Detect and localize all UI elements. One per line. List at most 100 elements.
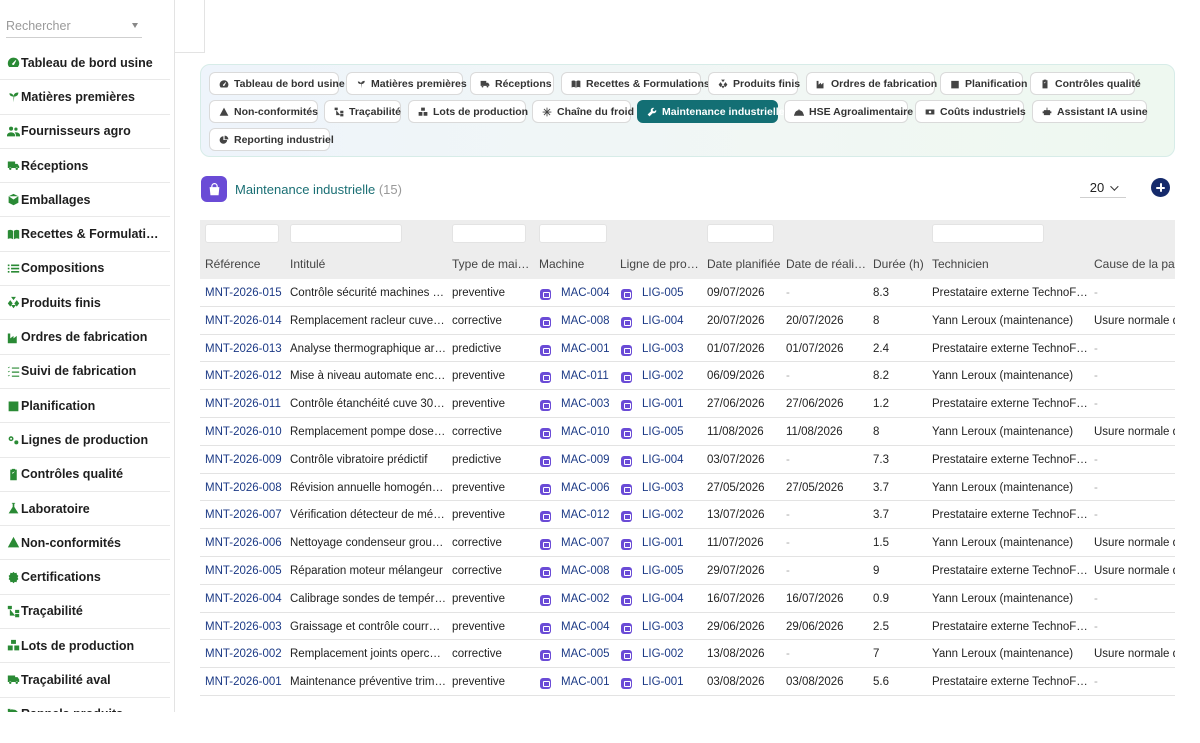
cell-machine[interactable]: MAC-008 bbox=[561, 314, 610, 327]
add-record-button[interactable] bbox=[1151, 178, 1170, 197]
cell-ref[interactable]: MNT-2026-001 bbox=[205, 676, 282, 689]
cell-line[interactable]: LIG-004 bbox=[642, 314, 684, 327]
filter-title[interactable] bbox=[290, 224, 402, 243]
cell-line[interactable]: LIG-004 bbox=[642, 453, 684, 466]
cell-ref[interactable]: MNT-2026-009 bbox=[205, 453, 282, 466]
tab-2[interactable]: Réceptions bbox=[470, 72, 554, 95]
sidebar-item-1[interactable]: Matières premières bbox=[0, 80, 170, 115]
table-row[interactable]: MNT-2026-002 Remplacement joints operc… co… bbox=[200, 640, 1175, 669]
tab-16[interactable]: Reporting industriel bbox=[209, 128, 334, 151]
cell-ref[interactable]: MNT-2026-002 bbox=[205, 648, 282, 661]
sidebar-item-17[interactable]: Lots de production bbox=[0, 629, 170, 664]
tab-0[interactable]: Tableau de bord usine bbox=[209, 72, 345, 95]
sidebar-item-7[interactable]: Produits finis bbox=[0, 286, 170, 321]
cell-machine[interactable]: MAC-001 bbox=[561, 342, 610, 355]
cell-line[interactable]: LIG-003 bbox=[642, 481, 684, 494]
sidebar-item-13[interactable]: Laboratoire bbox=[0, 492, 170, 527]
table-row[interactable]: MNT-2026-001 Maintenance préventive trim…… bbox=[200, 668, 1175, 696]
tab-14[interactable]: Coûts industriels bbox=[915, 100, 1026, 123]
table-row[interactable]: MNT-2026-007 Vérification détecteur de mé… bbox=[200, 501, 1175, 530]
cell-ref[interactable]: MNT-2026-008 bbox=[205, 481, 282, 494]
cell-machine[interactable]: MAC-009 bbox=[561, 453, 610, 466]
cell-ref[interactable]: MNT-2026-007 bbox=[205, 509, 282, 522]
table-row[interactable]: MNT-2026-010 Remplacement pompe dose… corr… bbox=[200, 418, 1175, 446]
cell-ref[interactable]: MNT-2026-013 bbox=[205, 342, 282, 355]
column-header[interactable]: Intitulé bbox=[290, 257, 326, 271]
cell-machine[interactable]: MAC-005 bbox=[561, 648, 610, 661]
page-size-select[interactable]: 20 bbox=[1080, 178, 1126, 198]
tab-9[interactable]: Traçabilité bbox=[324, 100, 401, 123]
cell-line[interactable]: LIG-002 bbox=[642, 370, 684, 383]
sidebar-item-2[interactable]: Fournisseurs agro bbox=[0, 115, 170, 149]
cell-ref[interactable]: MNT-2026-012 bbox=[205, 370, 282, 383]
tab-6[interactable]: Planification bbox=[940, 72, 1027, 95]
cell-line[interactable]: LIG-001 bbox=[642, 398, 684, 411]
tab-8[interactable]: Non-conformités bbox=[209, 100, 318, 123]
tab-7[interactable]: Contrôles qualité bbox=[1030, 72, 1141, 95]
tab-12[interactable]: Maintenance industrielle bbox=[637, 100, 785, 123]
table-row[interactable]: MNT-2026-005 Réparation moteur mélangeur c… bbox=[200, 557, 1175, 585]
filter-machine[interactable] bbox=[539, 224, 607, 243]
cell-line[interactable]: LIG-005 bbox=[642, 565, 684, 577]
cell-ref[interactable]: MNT-2026-006 bbox=[205, 537, 282, 550]
table-row[interactable]: MNT-2026-012 Mise à niveau automate enc… p… bbox=[200, 362, 1175, 391]
sidebar-item-10[interactable]: Planification bbox=[0, 389, 170, 424]
search-dropdown-icon[interactable] bbox=[132, 23, 138, 28]
table-row[interactable]: MNT-2026-008 Révision annuelle homogén… pr… bbox=[200, 474, 1175, 502]
cell-machine[interactable]: MAC-010 bbox=[561, 426, 610, 438]
cell-line[interactable]: LIG-002 bbox=[642, 509, 684, 522]
cell-line[interactable]: LIG-005 bbox=[642, 426, 684, 438]
tab-13[interactable]: HSE Agroalimentaire bbox=[784, 100, 913, 123]
cell-machine[interactable]: MAC-011 bbox=[561, 370, 609, 383]
sidebar-item-8[interactable]: Ordres de fabrication bbox=[0, 320, 170, 355]
sidebar-item-5[interactable]: Recettes & Formulati… bbox=[0, 217, 170, 252]
tab-11[interactable]: Chaîne du froid bbox=[532, 100, 634, 123]
cell-machine[interactable]: MAC-003 bbox=[561, 398, 610, 411]
column-header[interactable]: Type de mai… bbox=[452, 257, 530, 271]
tab-4[interactable]: Produits finis bbox=[708, 72, 800, 95]
column-header[interactable]: Technicien bbox=[932, 257, 989, 271]
sidebar-item-0[interactable]: Tableau de bord usine bbox=[0, 46, 170, 81]
sidebar-item-11[interactable]: Lignes de production bbox=[0, 423, 170, 458]
sidebar-item-12[interactable]: Contrôles qualité bbox=[0, 458, 170, 492]
table-row[interactable]: MNT-2026-015 Contrôle sécurité machines …… bbox=[200, 279, 1175, 307]
tab-5[interactable]: Ordres de fabrication bbox=[806, 72, 937, 95]
cell-ref[interactable]: MNT-2026-011 bbox=[205, 398, 281, 411]
tab-1[interactable]: Matières premières bbox=[346, 72, 467, 95]
table-row[interactable]: MNT-2026-004 Calibrage sondes de tempér… p… bbox=[200, 585, 1175, 613]
cell-machine[interactable]: MAC-001 bbox=[561, 676, 610, 689]
cell-line[interactable]: LIG-003 bbox=[642, 620, 684, 633]
column-header[interactable]: Durée (h) bbox=[873, 257, 924, 271]
cell-line[interactable]: LIG-001 bbox=[642, 537, 684, 550]
sidebar-item-6[interactable]: Compositions bbox=[0, 252, 170, 287]
cell-ref[interactable]: MNT-2026-004 bbox=[205, 592, 282, 605]
cell-line[interactable]: LIG-004 bbox=[642, 592, 684, 605]
cell-line[interactable]: LIG-005 bbox=[642, 287, 684, 299]
table-row[interactable]: MNT-2026-006 Nettoyage condenseur grou… co… bbox=[200, 529, 1175, 557]
cell-line[interactable]: LIG-001 bbox=[642, 676, 684, 689]
table-row[interactable]: MNT-2026-009 Contrôle vibratoire prédicti… bbox=[200, 446, 1175, 474]
cell-line[interactable]: LIG-003 bbox=[642, 342, 684, 355]
tab-15[interactable]: Assistant IA usine bbox=[1032, 100, 1148, 123]
sidebar-item-16[interactable]: Traçabilité bbox=[0, 595, 170, 630]
tab-3[interactable]: Recettes & Formulations bbox=[561, 72, 710, 95]
cell-line[interactable]: LIG-002 bbox=[642, 648, 684, 661]
column-header[interactable]: Date planifiée bbox=[707, 257, 781, 271]
cell-machine[interactable]: MAC-006 bbox=[561, 481, 610, 494]
column-header[interactable]: Référence bbox=[205, 257, 261, 271]
filter-type[interactable] bbox=[452, 224, 526, 243]
cell-machine[interactable]: MAC-004 bbox=[561, 620, 610, 633]
table-row[interactable]: MNT-2026-014 Remplacement racleur cuve… co… bbox=[200, 307, 1175, 335]
sidebar-item-4[interactable]: Emballages bbox=[0, 183, 170, 218]
cell-machine[interactable]: MAC-008 bbox=[561, 565, 610, 577]
cell-ref[interactable]: MNT-2026-003 bbox=[205, 620, 282, 633]
column-header[interactable]: Machine bbox=[539, 257, 585, 271]
sidebar-item-19[interactable]: Rappels produits bbox=[0, 698, 170, 712]
column-header[interactable]: Date de réali… bbox=[786, 257, 867, 271]
cell-machine[interactable]: MAC-007 bbox=[561, 537, 610, 550]
cell-ref[interactable]: MNT-2026-005 bbox=[205, 565, 282, 577]
cell-ref[interactable]: MNT-2026-015 bbox=[205, 287, 282, 299]
sidebar-item-3[interactable]: Réceptions bbox=[0, 149, 170, 184]
sidebar-item-14[interactable]: Non-conformités bbox=[0, 526, 170, 561]
sidebar-item-18[interactable]: Traçabilité aval bbox=[0, 663, 170, 698]
